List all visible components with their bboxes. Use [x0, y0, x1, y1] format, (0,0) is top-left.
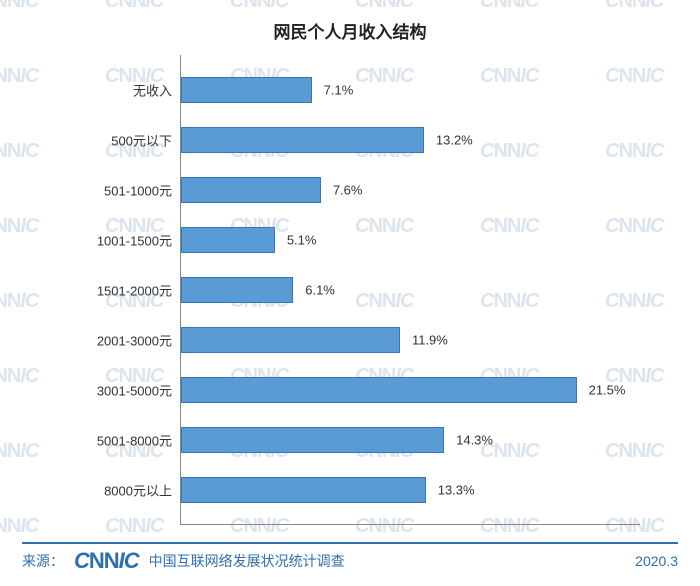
chart-row: 1501-2000元 6.1% — [60, 265, 660, 315]
category-label: 1501-2000元 — [60, 281, 172, 300]
chart-row: 5001-8000元 14.3% — [60, 415, 660, 465]
value-label: 13.2% — [436, 133, 473, 148]
watermark-text: CNNIC — [105, 0, 163, 13]
watermark-text: CNNIC — [0, 65, 38, 88]
bar — [181, 377, 577, 403]
category-label: 501-1000元 — [60, 181, 172, 200]
category-label: 1001-1500元 — [60, 231, 172, 250]
chart-row: 501-1000元 7.6% — [60, 165, 660, 215]
watermark-text: CNNIC — [0, 365, 38, 388]
bar — [181, 227, 275, 253]
watermark-text: CNNIC — [480, 0, 538, 13]
category-label: 500元以下 — [60, 131, 172, 150]
watermark-text: CNNIC — [0, 140, 38, 163]
watermark-text: CNNIC — [230, 0, 288, 13]
chart-area: 无收入 7.1% 500元以下 13.2% 501-1000元 7.6% 1001-1500… — [60, 55, 660, 525]
bar — [181, 477, 426, 503]
bar — [181, 127, 424, 153]
watermark-text: CNNIC — [0, 290, 38, 313]
bar — [181, 427, 444, 453]
category-label: 无收入 — [60, 81, 172, 100]
watermark-text: CNNIC — [355, 0, 413, 13]
watermark-text: CNNIC — [0, 215, 38, 238]
bar — [181, 77, 312, 103]
category-label: 5001-8000元 — [60, 431, 172, 450]
value-label: 6.1% — [305, 283, 335, 298]
value-label: 5.1% — [287, 233, 317, 248]
category-label: 8000元以上 — [60, 481, 172, 500]
category-label: 2001-3000元 — [60, 331, 172, 350]
watermark-text: CNNIC — [605, 0, 663, 13]
source-text: 中国互联网络发展状况统计调查 — [149, 551, 345, 571]
value-label: 7.6% — [333, 183, 363, 198]
chart-row: 1001-1500元 5.1% — [60, 215, 660, 265]
chart-row: 2001-3000元 11.9% — [60, 315, 660, 365]
category-label: 3001-5000元 — [60, 381, 172, 400]
chart-row: 无收入 7.1% — [60, 65, 660, 115]
value-label: 14.3% — [456, 433, 493, 448]
chart-container: CNNIC CNNIC CNNIC CNNIC CNNIC CNNIC CNNIC CNNIC… — [0, 0, 700, 586]
footer: 来源： CNNIC 中国互联网络发展状况统计调查 2020.3 — [22, 542, 678, 572]
bar — [181, 327, 400, 353]
value-label: 7.1% — [324, 83, 354, 98]
value-label: 21.5% — [589, 383, 626, 398]
cnnic-logo: CNNIC — [74, 548, 139, 574]
value-label: 11.9% — [412, 333, 448, 348]
chart-title: 网民个人月收入结构 — [0, 18, 700, 43]
bar — [181, 177, 321, 203]
chart-row: 500元以下 13.2% — [60, 115, 660, 165]
source-label: 来源： — [22, 551, 64, 571]
chart-row: 3001-5000元 21.5% — [60, 365, 660, 415]
source-date: 2020.3 — [635, 553, 678, 569]
watermark-text: CNNIC — [0, 515, 38, 538]
bar — [181, 277, 293, 303]
footer-divider — [22, 542, 678, 544]
watermark-text: CNNIC — [0, 440, 38, 463]
value-label: 13.3% — [438, 483, 475, 498]
watermark-text: CNNIC — [0, 0, 38, 13]
chart-row: 8000元以上 13.3% — [60, 465, 660, 515]
